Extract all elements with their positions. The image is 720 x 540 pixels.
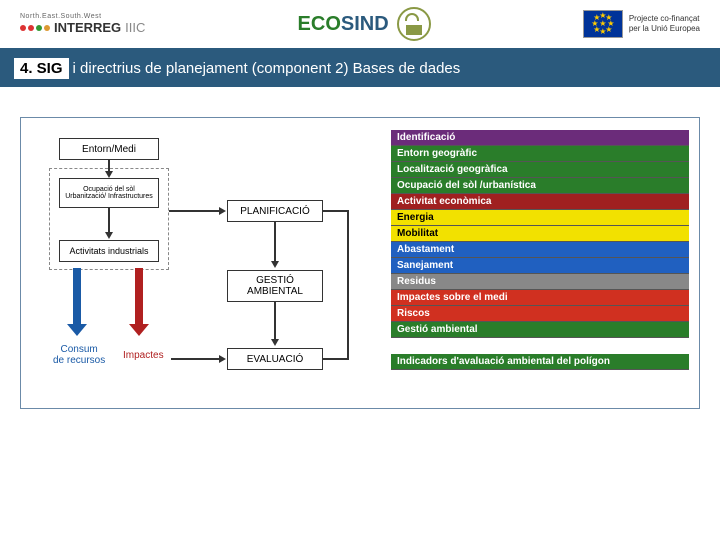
eu-text-line2: per la Unió Europea [629, 24, 700, 34]
thick-arrow-impactes [135, 268, 143, 336]
legend-row: Localització geogràfica [391, 162, 689, 178]
title-bar: 4. SIG i directrius de planejament (comp… [0, 50, 720, 87]
interreg-suffix: IIIC [125, 20, 145, 35]
legend-row: Mobilitat [391, 226, 689, 242]
arrow-connector [169, 210, 219, 212]
brand-sind: SIND [341, 13, 389, 35]
arrow-head-icon [271, 339, 279, 346]
arrow-connector [108, 208, 110, 233]
box-evaluacio: EVALUACIÓ [227, 348, 323, 370]
factory-icon [397, 7, 431, 41]
arrow-connector [347, 210, 349, 360]
title-prefix: 4. SIG [14, 58, 69, 79]
diagram-container: Entorn/Medi Ocupació del sòl Urbanitzaci… [20, 117, 700, 409]
header: North.East.South.West INTERREG IIIC ECOS… [0, 0, 720, 50]
legend-row: Entorn geogràfic [391, 146, 689, 162]
logo-interreg: North.East.South.West INTERREG IIIC [20, 13, 145, 35]
legend-footer: Indicadors d'avaluació ambiental del pol… [391, 354, 689, 370]
legend-row: Energia [391, 210, 689, 226]
logo-ecosind: ECOSIND [298, 7, 431, 41]
eu-flag-icon [583, 10, 623, 38]
legend-row: Activitat econòmica [391, 194, 689, 210]
logo-eu: Projecte co-finançat per la Unió Europea [583, 10, 700, 38]
legend-row: Sanejament [391, 258, 689, 274]
brand-eco: ECO [298, 13, 341, 35]
label-impactes: Impactes [123, 350, 164, 361]
thick-arrow-consum [73, 268, 81, 336]
interreg-name: INTERREG [54, 20, 121, 35]
interreg-dots-icon [20, 25, 50, 31]
legend-row: Residus [391, 274, 689, 290]
arrow-head-icon [271, 261, 279, 268]
legend-row: Abastament [391, 242, 689, 258]
interreg-tagline: North.East.South.West [20, 13, 145, 20]
legend-row: Gestió ambiental [391, 322, 689, 338]
arrow-head-icon [105, 232, 113, 239]
arrow-connector [171, 358, 219, 360]
box-entorn: Entorn/Medi [59, 138, 159, 160]
eu-text-line1: Projecte co-finançat [629, 14, 700, 24]
flowchart: Entorn/Medi Ocupació del sòl Urbanitzaci… [31, 130, 371, 390]
arrow-connector [274, 302, 276, 340]
legend-row: Impactes sobre el medi [391, 290, 689, 306]
content-area: Entorn/Medi Ocupació del sòl Urbanitzaci… [0, 87, 720, 429]
box-activitats: Activitats industrials [59, 240, 159, 262]
arrow-head-icon [219, 207, 226, 215]
box-gestio: GESTIÓ AMBIENTAL [227, 270, 323, 302]
arrow-connector [323, 358, 349, 360]
legend-row: Ocupació del sòl /urbanística [391, 178, 689, 194]
label-consum: Consum de recursos [53, 344, 105, 366]
arrow-head-icon [219, 355, 226, 363]
legend-row: Riscos [391, 306, 689, 322]
box-planificacio: PLANIFICACIÓ [227, 200, 323, 222]
legend-row: Identificació [391, 130, 689, 146]
arrow-connector [274, 222, 276, 262]
box-ocupacio: Ocupació del sòl Urbanització/ Infrastru… [59, 178, 159, 208]
legend: IdentificacióEntorn geogràficLocalitzaci… [391, 130, 689, 390]
arrow-head-icon [105, 171, 113, 178]
arrow-connector [323, 210, 349, 212]
title-text: i directrius de planejament (component 2… [73, 60, 461, 77]
